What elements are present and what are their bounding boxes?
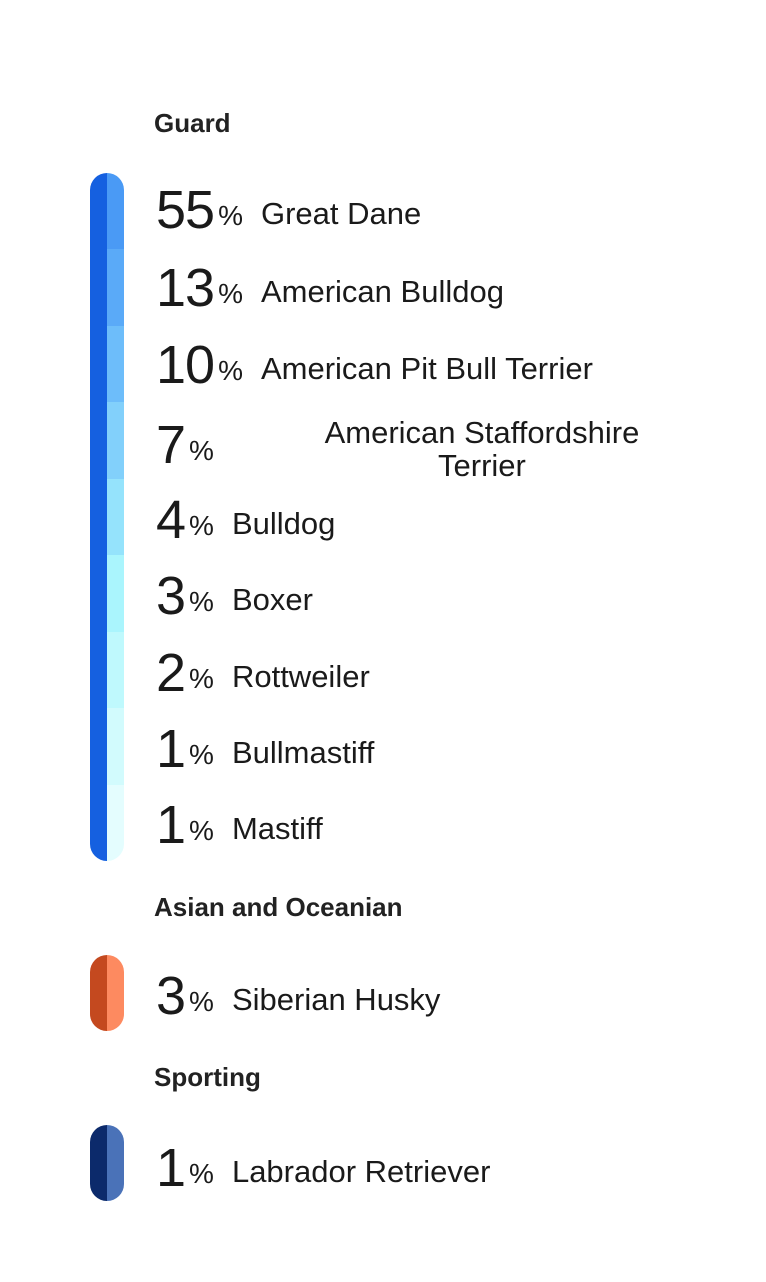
breed-name: Rottweiler (231, 659, 370, 694)
breed-row: 1% Labrador Retriever (156, 1130, 490, 1206)
bar-dark-half (90, 955, 107, 1031)
bar-segment (107, 555, 124, 632)
breed-percent: 1 (156, 719, 186, 779)
bar-segment (107, 478, 124, 556)
breed-row: 4% Bulldog (156, 482, 335, 558)
breed-name: American Staffordshire Terrier (324, 415, 640, 483)
percent-sign: % (189, 815, 214, 846)
group-color-bar (90, 1125, 124, 1201)
breed-percent: 3 (156, 966, 186, 1026)
percent-sign: % (189, 435, 214, 466)
breed-percent: 1 (156, 1138, 186, 1198)
bar-segment (107, 784, 124, 861)
breed-row: 2% Rottweiler (156, 635, 370, 711)
breed-name: Bullmastiff (231, 735, 375, 770)
percent-sign: % (189, 586, 214, 617)
breed-row: 3% Siberian Husky (156, 958, 440, 1034)
breed-percent: 10 (156, 335, 215, 395)
percent-sign: % (189, 986, 214, 1017)
breed-name: Bulldog (231, 506, 336, 541)
percent-sign: % (218, 200, 243, 231)
group-title: Sporting (154, 1062, 261, 1092)
percent-sign: % (189, 739, 214, 770)
breed-row: 10% American Pit Bull Terrier (156, 327, 593, 403)
breed-percent: 3 (156, 566, 186, 626)
breed-percent: 1 (156, 795, 186, 855)
breed-percent: 2 (156, 643, 186, 703)
percent-sign: % (189, 663, 214, 694)
breed-row: 3% Boxer (156, 558, 313, 634)
bar-segment (107, 173, 124, 250)
breed-row: 1% Mastiff (156, 787, 323, 863)
breed-name: Labrador Retriever (231, 1154, 491, 1189)
percent-sign: % (189, 1158, 214, 1189)
bar-segment (107, 1125, 124, 1201)
breed-name: American Bulldog (260, 274, 504, 309)
percent-sign: % (189, 510, 214, 541)
group-title: Asian and Oceanian (154, 892, 403, 922)
bar-segment (107, 708, 124, 785)
breed-percent: 13 (156, 258, 215, 318)
breed-percent: 4 (156, 490, 186, 550)
bar-segment (107, 631, 124, 709)
group-color-bar (90, 955, 124, 1031)
bar-segment (107, 955, 124, 1031)
bar-dark-half (90, 1125, 107, 1201)
group-color-bar (90, 173, 124, 861)
breed-row: 7% American Staffordshire Terrier (156, 407, 682, 483)
breed-name: Siberian Husky (231, 982, 441, 1017)
percent-sign: % (218, 278, 243, 309)
bar-segment (107, 325, 124, 403)
breed-row: 55% Great Dane (156, 172, 421, 248)
group-title: Guard (154, 108, 231, 138)
percent-sign: % (218, 355, 243, 386)
bar-segment (107, 249, 124, 326)
bar-segment (107, 402, 124, 479)
breed-percent: 55 (156, 180, 215, 240)
breed-name: Boxer (231, 582, 313, 617)
breed-name: American Pit Bull Terrier (260, 351, 593, 386)
breed-percent: 7 (156, 415, 186, 475)
breed-row: 1% Bullmastiff (156, 711, 374, 787)
bar-dark-half (90, 173, 107, 861)
breed-row: 13% American Bulldog (156, 250, 504, 326)
breed-name: Great Dane (260, 196, 422, 231)
breed-name: Mastiff (231, 811, 323, 846)
